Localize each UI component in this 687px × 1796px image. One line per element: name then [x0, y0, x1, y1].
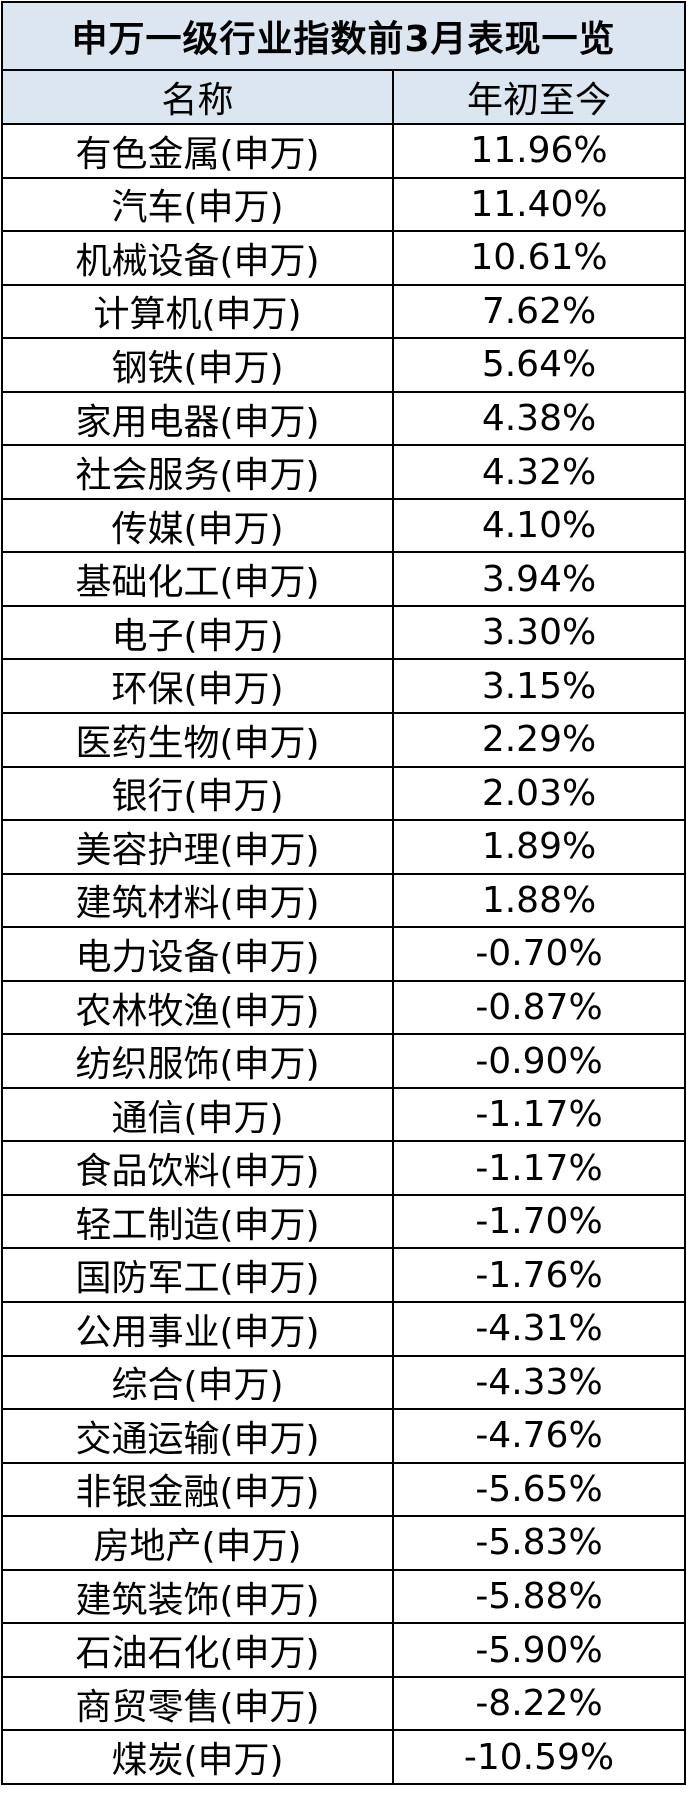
table-row: 纺织服饰(申万) -0.90% — [3, 1035, 684, 1089]
table-row: 家用电器(申万) 4.38% — [3, 392, 684, 447]
ytd-value-cell: -5.65% — [475, 1468, 603, 1510]
industry-name-cell: 钢铁(申万) — [3, 339, 394, 391]
industry-name-cell: 交通运输(申万) — [3, 1410, 394, 1462]
industry-name-cell: 传媒(申万) — [3, 499, 394, 552]
industry-name-cell: 农林牧渔(申万) — [3, 981, 394, 1034]
table-row: 电力设备(申万) -0.70% — [3, 928, 684, 982]
ytd-value-cell: -4.31% — [475, 1308, 603, 1350]
industry-name-cell: 建筑装饰(申万) — [3, 1570, 394, 1623]
ytd-value-cell: -4.33% — [475, 1361, 603, 1403]
industry-name-cell: 煤炭(申万) — [3, 1731, 394, 1783]
table-row: 钢铁(申万) 5.64% — [3, 339, 684, 393]
industry-name-cell: 轻工制造(申万) — [3, 1195, 394, 1248]
ytd-value-cell: 11.96% — [470, 130, 608, 172]
table-row: 农林牧渔(申万) -0.87% — [3, 981, 684, 1036]
table-row: 房地产(申万) -5.83% — [3, 1517, 684, 1571]
ytd-value-cell: -5.88% — [475, 1576, 603, 1618]
table-header-row: 名称 年初至今 — [3, 71, 684, 125]
ytd-value-cell: 1.89% — [481, 826, 597, 868]
industry-name-cell: 计算机(申万) — [3, 285, 394, 338]
table-row: 综合(申万) -4.33% — [3, 1356, 684, 1411]
industry-name-cell: 房地产(申万) — [3, 1517, 394, 1569]
table-row: 食品饮料(申万) -1.17% — [3, 1142, 684, 1196]
industry-name-cell: 汽车(申万) — [3, 178, 394, 231]
ytd-value-cell: -1.17% — [475, 1094, 603, 1136]
industry-name-cell: 家用电器(申万) — [3, 392, 394, 445]
ytd-value-cell: 5.64% — [481, 344, 597, 386]
table-row: 建筑装饰(申万) -5.88% — [3, 1570, 684, 1625]
industry-name-cell: 公用事业(申万) — [3, 1303, 394, 1355]
table-row: 有色金属(申万) 11.96% — [3, 125, 684, 179]
ytd-value-cell: 2.03% — [481, 772, 597, 814]
ytd-value-cell: -1.76% — [475, 1254, 603, 1296]
industry-name-cell: 商贸零售(申万) — [3, 1677, 394, 1730]
table-row: 美容护理(申万) 1.89% — [3, 821, 684, 875]
table-row: 传媒(申万) 4.10% — [3, 499, 684, 554]
ytd-value-cell: -8.22% — [475, 1683, 603, 1725]
table-row: 轻工制造(申万) -1.70% — [3, 1195, 684, 1250]
industry-name-cell: 综合(申万) — [3, 1356, 394, 1409]
table-row: 通信(申万) -1.17% — [3, 1088, 684, 1143]
ytd-value-cell: 3.30% — [481, 612, 597, 654]
table-row: 医药生物(申万) 2.29% — [3, 714, 684, 768]
ytd-value-cell: -5.83% — [475, 1522, 603, 1564]
industry-name-cell: 环保(申万) — [3, 660, 394, 713]
table-row: 公用事业(申万) -4.31% — [3, 1303, 684, 1357]
table-row: 机械设备(申万) 10.61% — [3, 232, 684, 286]
ytd-value-cell: 4.10% — [481, 505, 597, 547]
ytd-value-cell: -0.87% — [475, 987, 603, 1029]
table-title: 申万一级行业指数前3月表现一览 — [3, 1, 684, 71]
ytd-value-cell: -1.70% — [475, 1201, 603, 1243]
ytd-value-cell: 4.38% — [481, 398, 597, 439]
ytd-value-cell: 10.61% — [470, 237, 608, 279]
table-row: 商贸零售(申万) -8.22% — [3, 1677, 684, 1732]
ytd-value-cell: 11.40% — [470, 183, 608, 225]
table-row: 煤炭(申万) -10.59% — [3, 1731, 684, 1785]
industry-name-cell: 建筑材料(申万) — [3, 874, 394, 927]
table-row: 汽车(申万) 11.40% — [3, 178, 684, 233]
ytd-value-cell: -1.17% — [475, 1147, 603, 1189]
industry-name-cell: 电力设备(申万) — [3, 928, 394, 980]
table-row: 银行(申万) 2.03% — [3, 767, 684, 822]
industry-name-cell: 美容护理(申万) — [3, 821, 394, 873]
industry-name-cell: 有色金属(申万) — [3, 125, 394, 177]
ytd-value-cell: 3.94% — [481, 558, 597, 600]
industry-name-cell: 机械设备(申万) — [3, 232, 394, 284]
industry-name-cell: 基础化工(申万) — [3, 553, 394, 605]
table-row: 建筑材料(申万) 1.88% — [3, 874, 684, 929]
industry-name-cell: 银行(申万) — [3, 767, 394, 820]
header-ytd: 年初至今 — [466, 80, 611, 121]
ytd-value-cell: -5.90% — [475, 1629, 603, 1671]
industry-name-cell: 医药生物(申万) — [3, 714, 394, 766]
ytd-value-cell: -10.59% — [463, 1736, 615, 1778]
industry-name-cell: 社会服务(申万) — [3, 446, 394, 498]
table-row: 社会服务(申万) 4.32% — [3, 446, 684, 500]
industry-name-cell: 国防军工(申万) — [3, 1249, 394, 1302]
header-name: 名称 — [3, 71, 394, 123]
ytd-value-cell: 1.88% — [481, 879, 597, 921]
ytd-value-cell: -0.90% — [475, 1040, 603, 1082]
ytd-value-cell: -4.76% — [475, 1415, 603, 1457]
industry-name-cell: 纺织服饰(申万) — [3, 1035, 394, 1087]
industry-name-cell: 电子(申万) — [3, 606, 394, 659]
industry-name-cell: 非银金融(申万) — [3, 1463, 394, 1516]
ytd-value-cell: -0.70% — [475, 933, 603, 975]
table-row: 石油石化(申万) -5.90% — [3, 1624, 684, 1678]
table-row: 基础化工(申万) 3.94% — [3, 553, 684, 607]
table-row: 电子(申万) 3.30% — [3, 606, 684, 661]
ytd-value-cell: 7.62% — [481, 290, 597, 332]
table-row: 非银金融(申万) -5.65% — [3, 1463, 684, 1518]
ytd-value-cell: 4.32% — [481, 451, 597, 493]
ytd-value-cell: 2.29% — [481, 719, 597, 761]
table-row: 环保(申万) 3.15% — [3, 660, 684, 715]
industry-name-cell: 石油石化(申万) — [3, 1624, 394, 1676]
table-row: 国防军工(申万) -1.76% — [3, 1249, 684, 1304]
industry-name-cell: 通信(申万) — [3, 1088, 394, 1141]
table-row: 计算机(申万) 7.62% — [3, 285, 684, 340]
industry-name-cell: 食品饮料(申万) — [3, 1142, 394, 1194]
table-row: 交通运输(申万) -4.76% — [3, 1410, 684, 1464]
ytd-value-cell: 3.15% — [481, 665, 597, 707]
table-body: 有色金属(申万) 11.96% 汽车(申万) 11.40% 机械设备(申万) 10.61%… — [3, 125, 684, 1785]
